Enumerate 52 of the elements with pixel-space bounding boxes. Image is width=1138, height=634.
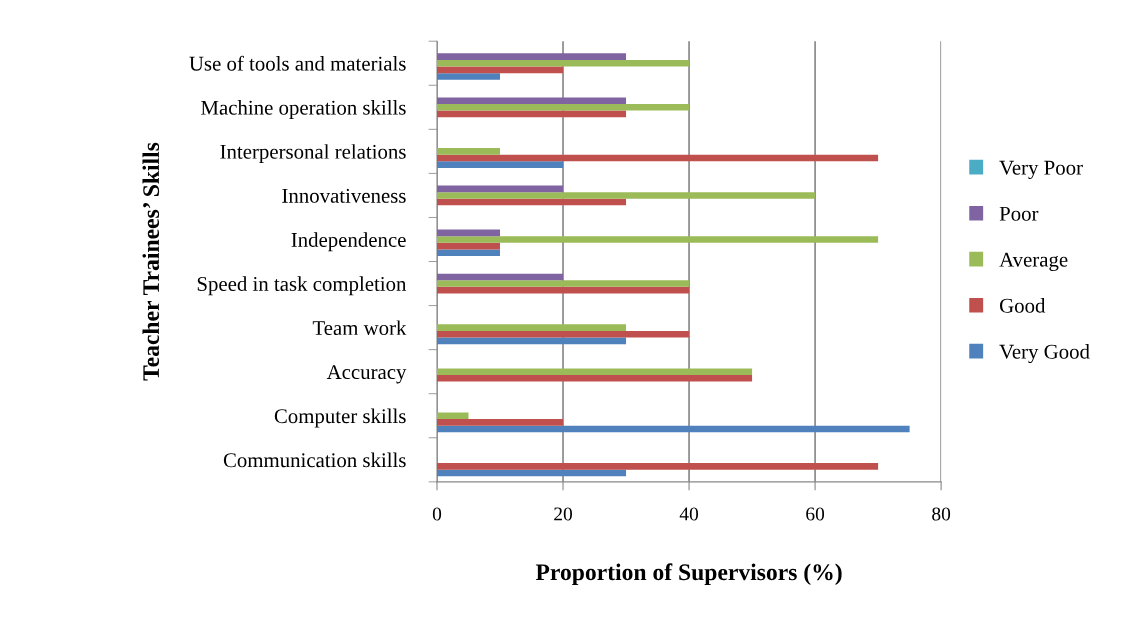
legend-label: Average <box>999 252 1068 271</box>
legend-label: Very Good <box>999 344 1090 364</box>
x-axis-title: Proportion of Supervisors (%) <box>535 563 842 586</box>
bar <box>436 469 627 477</box>
bar <box>436 273 564 281</box>
y-tick-label: Innovativeness <box>282 188 406 203</box>
y-tick-label: Machine operation skills <box>201 100 406 119</box>
x-tick-label: 80 <box>932 507 951 521</box>
bar <box>436 104 690 111</box>
bar <box>436 198 627 206</box>
bar <box>436 148 501 155</box>
bar <box>436 229 501 237</box>
bar <box>436 463 879 470</box>
bar <box>436 236 879 243</box>
bar <box>436 110 627 118</box>
bar <box>436 286 690 294</box>
bar <box>436 337 627 345</box>
legend-label: Poor <box>999 206 1039 221</box>
bar <box>436 368 753 375</box>
y-tick-label: Computer skills <box>274 408 406 428</box>
bar <box>436 242 501 250</box>
y-tick-label: Independence <box>291 232 406 252</box>
x-tick-label: 20 <box>554 507 573 521</box>
bar <box>436 59 690 67</box>
bar <box>436 154 879 162</box>
bar <box>436 249 501 257</box>
bar <box>436 73 501 80</box>
bar <box>436 412 469 420</box>
y-tick-label: Interpersonal relations <box>220 144 406 164</box>
y-tick-label: Speed in task completion <box>197 276 407 296</box>
x-tick-label: 0 <box>432 507 442 521</box>
bar <box>436 161 564 168</box>
bar <box>436 330 690 338</box>
bar <box>436 192 816 199</box>
y-tick-label: Communication skills <box>223 452 406 468</box>
bar <box>436 66 564 74</box>
y-tick-label: Team work <box>312 320 407 336</box>
bar <box>436 374 753 382</box>
legend-label: Good <box>999 298 1046 313</box>
x-tick-label: 60 <box>806 507 825 521</box>
bar <box>436 324 627 331</box>
legend-label: Very Poor <box>999 160 1083 179</box>
bar <box>436 419 564 426</box>
bar <box>436 425 910 433</box>
x-tick-label: 40 <box>679 507 699 521</box>
y-tick-label: Accuracy <box>326 365 407 384</box>
y-axis-title: Teacher Trainees’ Skills <box>142 142 160 381</box>
y-tick-label: Use of tools and materials <box>189 55 406 71</box>
bar <box>436 53 627 60</box>
bar <box>436 185 564 193</box>
bar <box>436 280 690 287</box>
bar <box>436 97 627 104</box>
